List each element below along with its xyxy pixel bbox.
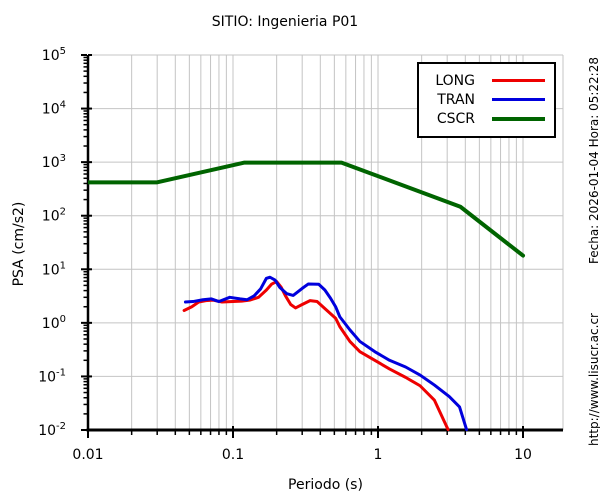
legend-item-tran: TRAN [419,90,554,109]
y-tick-label: 10-2 [38,421,66,439]
y-tick-label: 104 [42,100,66,118]
legend-item-long: LONG [419,71,554,90]
y-axis-label: PSA (cm/s2) [11,201,27,287]
y-tick-label: 101 [42,260,66,278]
y-tick-label: 105 [42,46,66,64]
legend-label-cscr: CSCR [436,110,475,127]
series-line-long [182,280,450,431]
legend-box: LONG TRAN CSCR [417,62,556,138]
watermark-date-time: Fecha: 2026-01-04 Hora: 05:22:28 [587,57,600,264]
y-tick-label: 102 [42,207,66,225]
y-tick-label: 10-1 [38,367,66,385]
chart-title: SITIO: Ingenieria P01 [211,14,359,30]
watermark-url: http://www.lisucr.ac.cr [587,313,600,446]
series-line-cscr [88,160,526,258]
x-tick-label: 1 [374,447,383,463]
legend-line-long [492,79,545,82]
series-line-tran [183,275,469,431]
legend-line-cscr [492,116,545,121]
legend-item-cscr: CSCR [419,109,554,128]
x-tick-label: 0.1 [222,447,244,463]
y-tick-label: 103 [42,153,66,171]
x-axis-label: Periodo (s) [288,477,363,493]
x-tick-label: 0.01 [72,447,103,463]
legend-line-tran [492,98,545,101]
y-tick-label: 100 [42,314,66,332]
legend-label-long: LONG [435,72,475,89]
legend-label-tran: TRAN [437,91,475,108]
x-tick-label: 10 [514,447,532,463]
